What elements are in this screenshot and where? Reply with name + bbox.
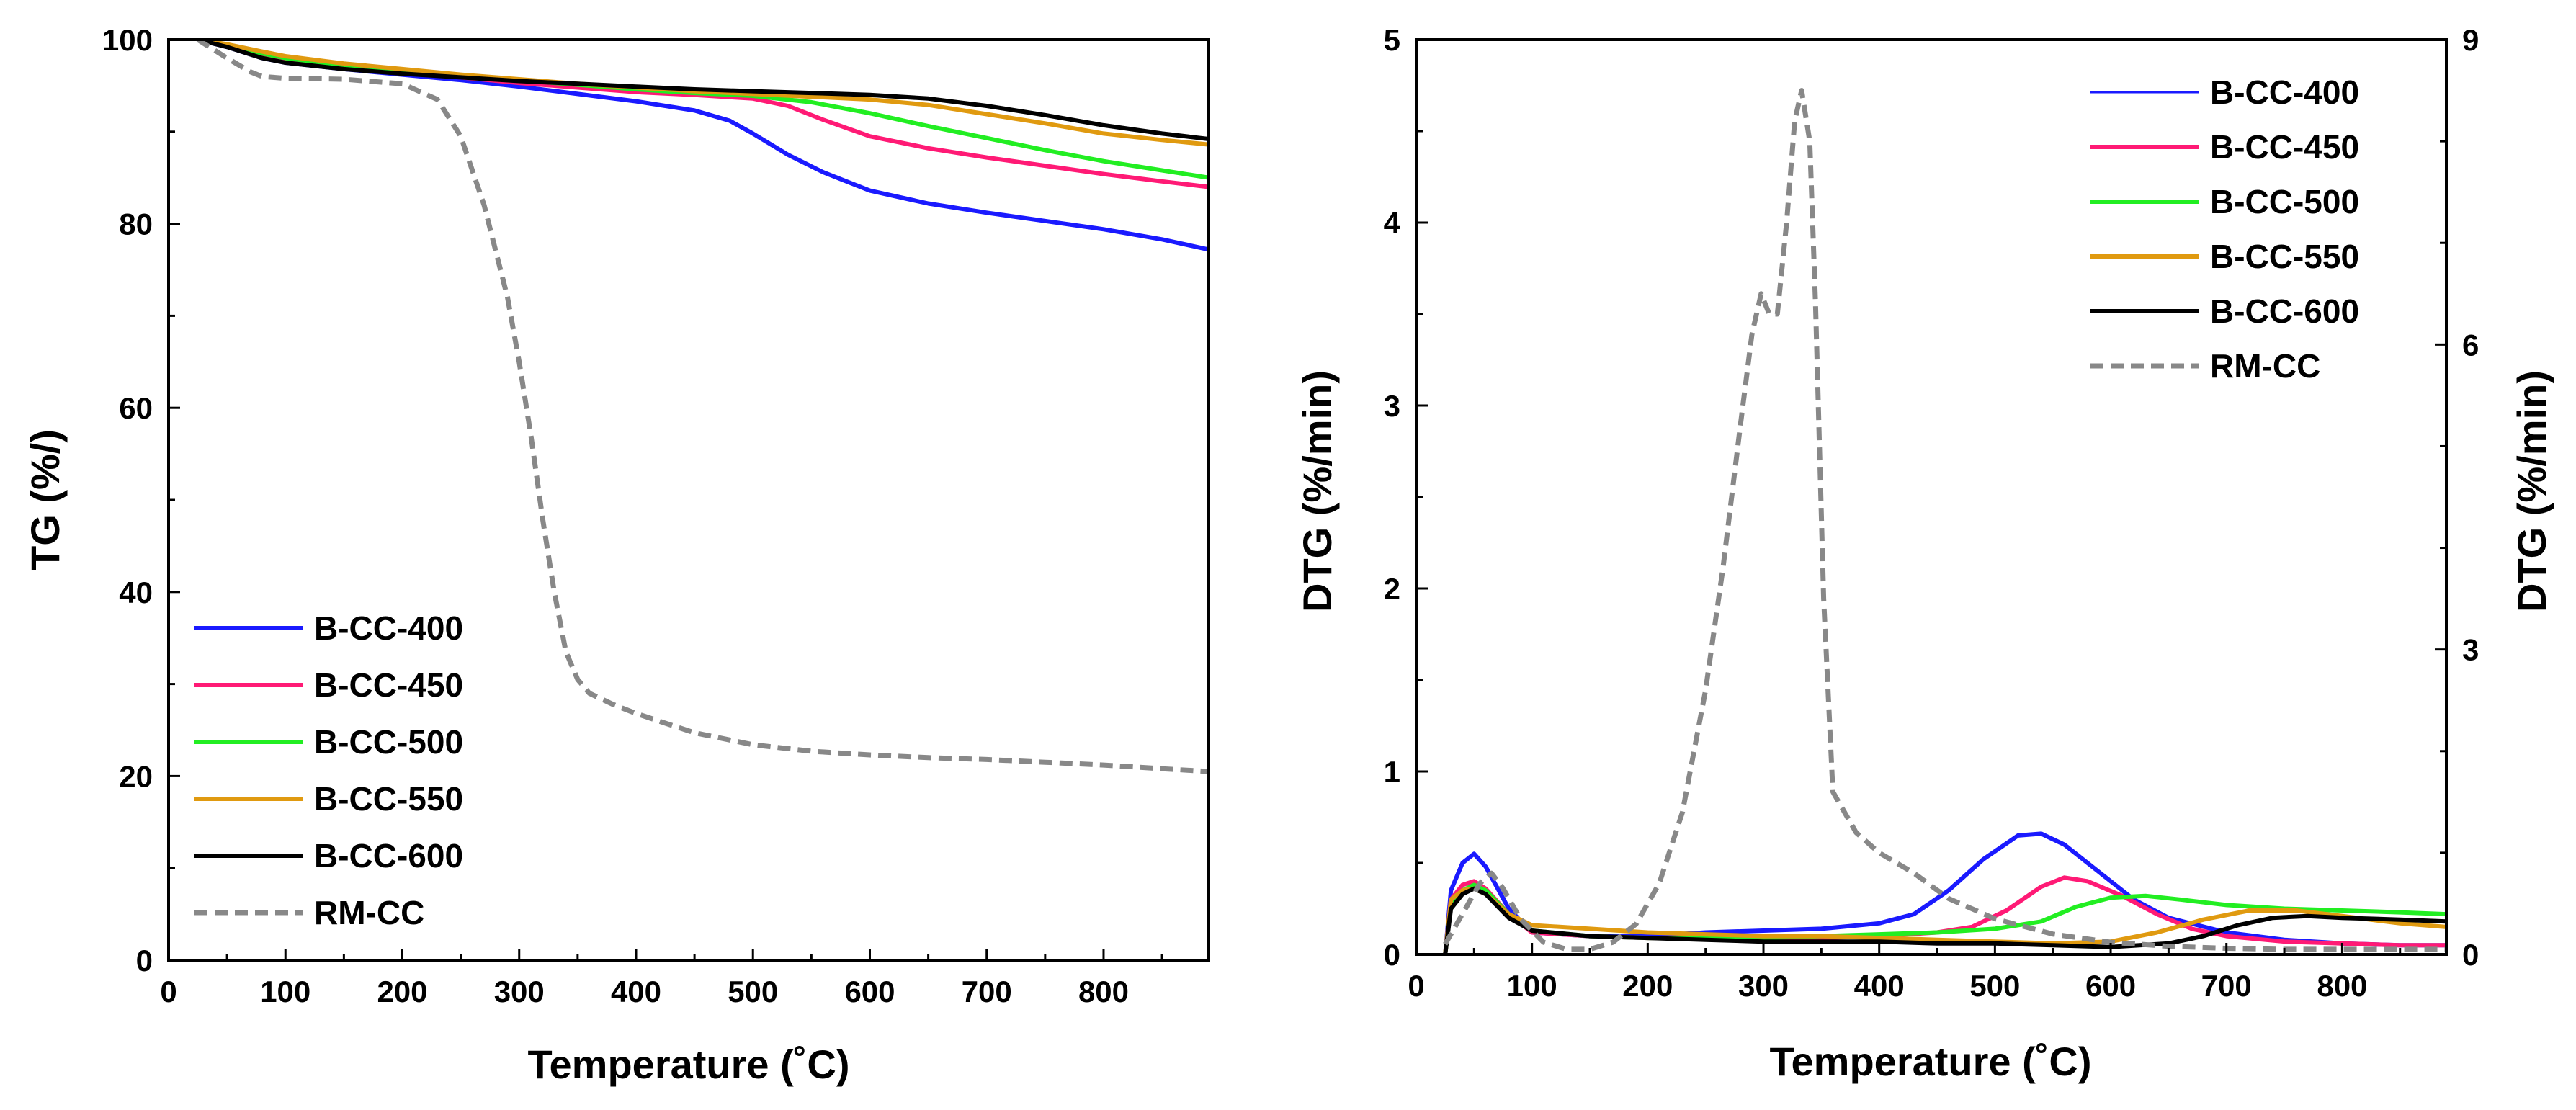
tg-x-tick-label-700: 700 [962,975,1012,1008]
tg-x-tick-label-600: 600 [844,975,895,1008]
tg-x-tick-label-800: 800 [1078,975,1129,1008]
dtg-legend-label-b-cc-600: B-CC-600 [2210,292,2359,330]
dtg-right-y-axis-title: DTG (%/min) [2509,370,2554,612]
dtg-y2-tick-label-6: 6 [2462,328,2479,362]
tg-chart: 0 100 200 300 400 500 600 700 800 0 20 40 60 80 100 T… [22,23,1210,1087]
dtg-y2-tick-label-9: 9 [2462,23,2479,57]
tg-series-lines [196,40,1209,774]
dtg-x-tick-label-800: 800 [2317,969,2367,1003]
dtg-y-tick-label-4: 4 [1384,206,1401,240]
tg-x-tick-label-200: 200 [377,975,427,1008]
dtg-x-tick-label-500: 500 [1969,969,2020,1003]
tg-line-rm-cc [196,40,1209,774]
tg-legend-label-b-cc-450: B-CC-450 [314,666,463,704]
tg-legend: B-CC-400 B-CC-450 B-CC-500 B-CC-550 B-CC-600… [194,609,463,931]
dtg-x-tick-label-400: 400 [1854,969,1905,1003]
tg-x-axis-title: Temperature (˚C) [527,1042,849,1087]
tg-x-tick-label-100: 100 [260,975,310,1008]
dtg-x-axis-title: Temperature (˚C) [1769,1039,2091,1084]
dtg-x-tick-label-300: 300 [1738,969,1789,1003]
dtg-legend-label-rm-cc: RM-CC [2210,347,2320,385]
tg-y-tick-label-60: 60 [119,391,153,425]
dtg-legend-label-b-cc-400: B-CC-400 [2210,73,2359,111]
dtg-y-tick-label-0: 0 [1384,938,1400,972]
dtg-series-lines [1443,88,2446,954]
dtg-x-tick-label-600: 600 [2085,969,2136,1003]
dtg-x-tick-label-700: 700 [2201,969,2252,1003]
dtg-y-tick-label-1: 1 [1384,755,1400,789]
dtg-y2-tick-label-0: 0 [2462,938,2479,972]
tg-line-b-cc-600 [197,40,1209,141]
dtg-line-rm-cc [1443,88,2446,952]
dtg-line-b-cc-600 [1443,886,2446,954]
dtg-legend: B-CC-400 B-CC-450 B-CC-500 B-CC-550 B-CC-600… [2090,73,2359,385]
dtg-right-y-tick-labels: 0 3 6 9 [2462,23,2479,972]
dtg-y2-tick-label-3: 3 [2462,633,2479,667]
tg-legend-label-b-cc-400: B-CC-400 [314,609,463,647]
dtg-line-b-cc-400 [1443,831,2446,954]
tg-legend-label-b-cc-550: B-CC-550 [314,780,463,818]
tg-y-axis-title: TG (%/) [22,429,68,570]
tg-x-tick-label-0: 0 [160,975,176,1008]
tg-y-tick-label-40: 40 [119,576,153,609]
dtg-y-tick-label-5: 5 [1384,23,1400,57]
tg-y-tick-label-20: 20 [119,759,153,793]
dtg-line-b-cc-500 [1443,882,2446,954]
dtg-y-tick-label-3: 3 [1384,389,1400,423]
dtg-legend-label-b-cc-500: B-CC-500 [2210,183,2359,220]
tg-legend-label-b-cc-600: B-CC-600 [314,837,463,874]
tg-line-b-cc-550 [197,40,1209,147]
tg-y-tick-labels: 0 20 40 60 80 100 [102,23,153,977]
dtg-left-y-axis-title: DTG (%/min) [1294,370,1340,612]
dtg-y-tick-label-2: 2 [1384,572,1400,606]
dtg-left-y-tick-labels: 0 1 2 3 4 5 [1384,23,1401,972]
dtg-chart: 0 100 200 300 400 500 600 700 800 0 1 2 3 4 5 0 3 6 9 Te… [1294,23,2554,1084]
dtg-x-tick-label-200: 200 [1622,969,1673,1003]
tg-x-tick-label-300: 300 [494,975,545,1008]
tg-tick-marks [167,38,1163,962]
tg-legend-label-rm-cc: RM-CC [314,894,424,931]
dtg-legend-label-b-cc-550: B-CC-550 [2210,238,2359,275]
tg-x-tick-label-400: 400 [611,975,661,1008]
tg-line-b-cc-500 [197,40,1209,180]
dtg-x-tick-labels: 0 100 200 300 400 500 600 700 800 [1408,969,2367,1003]
dtg-x-tick-label-0: 0 [1408,969,1424,1003]
dtg-x-tick-label-100: 100 [1507,969,1557,1003]
tg-x-tick-labels: 0 100 200 300 400 500 600 700 800 [160,975,1129,1008]
tg-legend-label-b-cc-500: B-CC-500 [314,723,463,761]
tg-y-tick-label-80: 80 [119,207,153,241]
tg-plot-frame [167,38,1210,962]
tg-y-tick-label-0: 0 [136,944,153,977]
tg-x-tick-label-500: 500 [728,975,778,1008]
tg-y-tick-label-100: 100 [102,23,153,57]
dtg-tick-marks [1415,38,2446,956]
dtg-legend-label-b-cc-450: B-CC-450 [2210,128,2359,166]
dtg-plot-frame [1415,38,2448,956]
